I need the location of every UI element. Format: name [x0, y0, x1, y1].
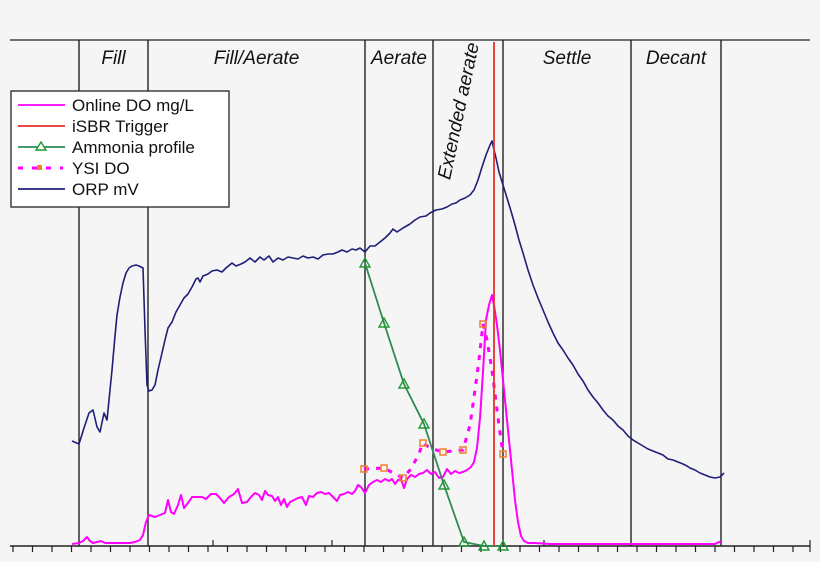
- legend-item: YSI DO: [18, 159, 130, 178]
- ammonia-marker: [457, 535, 471, 547]
- ammonia-marker: [377, 316, 391, 328]
- plot-frame: [10, 39, 810, 547]
- legend-label: ORP mV: [72, 180, 139, 199]
- ysi-do-marker: [459, 446, 467, 454]
- phase-label-extended-aerate: Extended aerate: [434, 41, 484, 182]
- legend: Online DO mg/L iSBR Trigger Ammonia profil…: [10, 90, 230, 208]
- legend-box: [10, 90, 230, 208]
- ammonia-marker: [417, 417, 431, 429]
- series-online-do-line: [71, 294, 722, 545]
- series-ammonia-line: [364, 262, 503, 547]
- ysi-do-marker: [479, 320, 487, 328]
- legend-label: YSI DO: [72, 159, 130, 178]
- ysi-do-marker: [419, 439, 427, 447]
- ammonia-marker: [358, 256, 372, 268]
- x-axis-ticks: [12, 540, 811, 552]
- legend-item: Ammonia profile: [18, 138, 195, 157]
- phase-label: Fill: [101, 48, 126, 69]
- legend-label: Online DO mg/L: [72, 96, 194, 115]
- ammonia-marker: [477, 539, 491, 551]
- legend-label: Ammonia profile: [72, 138, 195, 157]
- ysi-do-marker: [499, 450, 507, 458]
- legend-item: iSBR Trigger: [18, 117, 169, 136]
- legend-marker-triangle: [34, 140, 48, 151]
- ysi-do-marker: [360, 465, 368, 473]
- series-orp-line: [71, 140, 725, 479]
- phase-label: Decant: [646, 48, 707, 69]
- legend-label: iSBR Trigger: [72, 117, 169, 136]
- series-layer: [71, 42, 725, 551]
- legend-marker-square: [37, 165, 42, 170]
- phase-label: Fill/Aerate: [214, 48, 300, 69]
- legend-item: ORP mV: [18, 180, 139, 199]
- series-ysi-do-line: [363, 323, 505, 480]
- ammonia-marker: [437, 478, 451, 490]
- phase-label: Settle: [543, 48, 592, 69]
- ammonia-marker: [496, 539, 510, 551]
- legend-item: Online DO mg/L: [18, 96, 194, 115]
- phase-label: Aerate: [370, 48, 427, 69]
- ysi-do-marker: [399, 474, 407, 482]
- ysi-do-marker: [380, 464, 388, 472]
- ammonia-marker: [397, 377, 411, 389]
- ysi-do-marker: [439, 448, 447, 456]
